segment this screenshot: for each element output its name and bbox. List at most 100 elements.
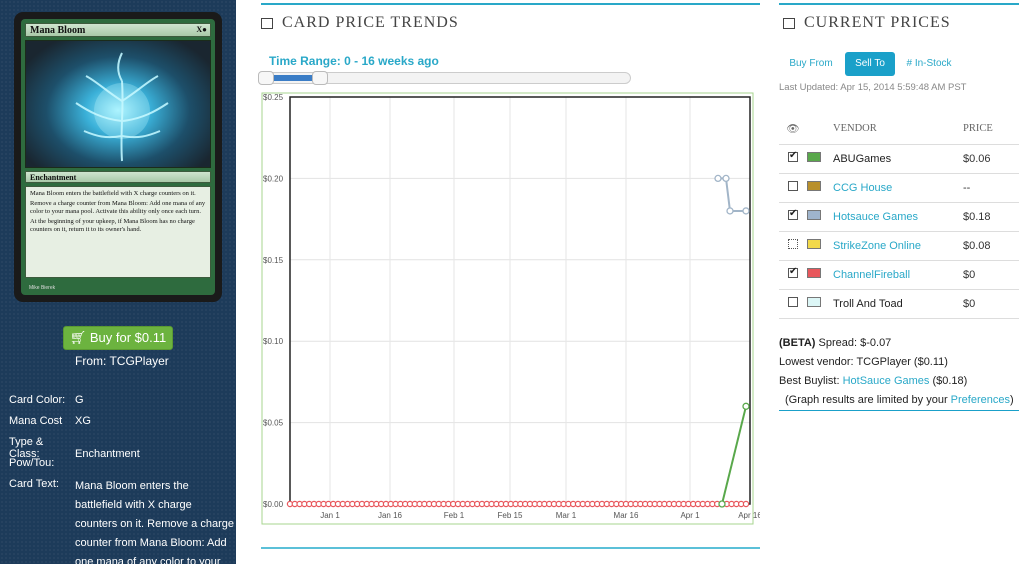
- info-label: Card Color:: [9, 394, 66, 406]
- chart-plot-area: [289, 96, 751, 505]
- vendor-row: Hotsauce Games $0.18: [779, 202, 1019, 232]
- buy-button-label: Buy for $0.11: [89, 330, 167, 345]
- preferences-link[interactable]: Preferences: [950, 394, 1010, 406]
- swatch-header: [807, 114, 833, 145]
- vendor-price: $0: [963, 297, 976, 310]
- vendor-name[interactable]: CCG House: [833, 181, 893, 194]
- preferences-note-text: (Graph results are limited by your: [785, 394, 951, 406]
- info-value: XG: [75, 415, 91, 427]
- time-range-label: Time Range: 0 - 16 weeks ago: [269, 54, 439, 68]
- vendor-price: $0.18: [963, 210, 991, 223]
- series-point: [714, 174, 722, 183]
- vendor-price: $0.08: [963, 239, 991, 252]
- vendor-table: 👁︎ Vendor Price ABUGames $0.06 CCG House --…: [779, 114, 1019, 319]
- info-card-text-label: Card Text:: [9, 478, 75, 490]
- spread-line: (BETA) Spread: $-0.07: [779, 334, 1014, 353]
- card-rules-text: Mana Bloom enters the battlefield with X…: [25, 186, 211, 278]
- vendor-checkbox[interactable]: [788, 266, 798, 278]
- info-text-line: one mana of any color to your: [75, 556, 221, 564]
- price-column-header: Price: [963, 114, 1019, 145]
- vendor-checkbox[interactable]: [788, 150, 798, 162]
- info-text-line: counter from Mana Bloom: Add: [75, 537, 227, 549]
- spread-value: Spread: $-0.07: [815, 337, 892, 349]
- calendar-icon: [261, 17, 273, 29]
- best-buylist-price: ($0.18): [929, 375, 968, 387]
- tab-in-stock[interactable]: # In-Stock: [906, 58, 952, 69]
- eye-icon: 👁︎: [779, 114, 807, 145]
- slider-handle-max[interactable]: [312, 71, 328, 85]
- buy-button[interactable]: 🛒︎ Buy for $0.11: [63, 326, 173, 350]
- best-buylist-label: Best Buylist:: [779, 375, 843, 387]
- vendor-table-header: 👁︎ Vendor Price: [779, 114, 1019, 145]
- info-label: Type & Class:: [9, 436, 44, 460]
- current-prices-title-text: Current Prices: [804, 14, 951, 31]
- card-image: Mana Bloom X●: [14, 12, 222, 302]
- best-buylist-link[interactable]: HotSauce Games: [842, 375, 930, 387]
- info-type-class: Type & Class: Enchantment: [9, 436, 140, 460]
- x-tick-label: Mar 1: [556, 511, 577, 520]
- x-tick-label: Feb 1: [444, 511, 465, 520]
- info-mana-cost: Mana Cost XG: [9, 415, 91, 427]
- card-rules-line: At the beginning of your upkeep, if Mana…: [30, 218, 195, 233]
- info-card-color: Card Color: G: [9, 394, 84, 406]
- vendor-checkbox[interactable]: [788, 181, 798, 191]
- money-icon: [783, 17, 795, 29]
- series-point: [726, 207, 734, 215]
- y-tick-label: $0.15: [263, 256, 284, 265]
- x-tick-label: Jan 16: [378, 511, 403, 520]
- x-tick-label: Mar 16: [614, 511, 639, 520]
- chart-border: [261, 92, 754, 525]
- info-label: Mana Cost: [9, 415, 63, 427]
- price-stats: (BETA) Spread: $-0.07 Lowest vendor: TCG…: [779, 334, 1014, 410]
- info-pow-tou: Pow/Tou:: [9, 457, 75, 469]
- time-range-slider[interactable]: [258, 71, 631, 85]
- y-tick-label: $0.05: [263, 419, 284, 428]
- series-point: [742, 402, 750, 410]
- best-buylist-line: Best Buylist: HotSauce Games ($0.18): [779, 372, 1014, 391]
- vendor-checkbox[interactable]: [788, 297, 798, 307]
- slider-handle-min[interactable]: [258, 71, 274, 85]
- vendor-row: StrikeZone Online $0.08: [779, 231, 1019, 261]
- card-panel: Mana Bloom X●: [0, 0, 236, 564]
- y-tick-label: $0.20: [263, 174, 284, 183]
- price-trends-title-text: Card Price Trends: [282, 14, 459, 31]
- series-point: [742, 207, 750, 215]
- vendor-name[interactable]: ChannelFireball: [833, 268, 911, 281]
- section-divider: [261, 547, 760, 549]
- preferences-note-text: ): [1009, 394, 1014, 406]
- vendor-color-swatch: [807, 239, 821, 249]
- series-line: [718, 177, 746, 212]
- y-tick-label: $0.00: [263, 500, 284, 509]
- x-tick-label: Jan 1: [320, 511, 340, 520]
- section-divider: [779, 410, 1019, 411]
- tab-sell-to[interactable]: Sell To: [845, 52, 895, 76]
- series-point: [722, 174, 730, 183]
- series-line: [721, 406, 747, 505]
- vendor-row: Troll And Toad $0: [779, 289, 1019, 319]
- current-prices-title: Current Prices: [783, 14, 951, 32]
- x-tick-label: Feb 15: [498, 511, 523, 520]
- vendor-row: CCG House --: [779, 173, 1019, 203]
- vendor-name[interactable]: StrikeZone Online: [833, 239, 922, 252]
- series-point: [718, 500, 726, 508]
- section-divider: [779, 3, 1019, 5]
- card-name-bar: Mana Bloom X●: [25, 23, 211, 37]
- card-art: [25, 40, 211, 168]
- vendor-checkbox[interactable]: [788, 239, 798, 249]
- vendor-color-swatch: [807, 210, 821, 220]
- vendor-color-swatch: [807, 181, 821, 191]
- vendor-name[interactable]: Hotsauce Games: [833, 210, 918, 223]
- vendor-checkbox[interactable]: [788, 208, 798, 220]
- vendor-name: ABUGames: [833, 152, 892, 165]
- series-point: [742, 500, 750, 508]
- current-prices-panel: Current Prices Buy From Sell To # In-Sto…: [779, 0, 1019, 564]
- tab-buy-from[interactable]: Buy From: [789, 58, 833, 69]
- info-text-line: counters on it. Remove a charge: [75, 518, 234, 530]
- vendor-price: $0.06: [963, 152, 991, 165]
- info-value: Enchantment: [75, 448, 140, 460]
- mana-symbols-icon: X●: [196, 25, 207, 34]
- vendor-row: ABUGames $0.06: [779, 144, 1019, 174]
- slider-range: [270, 75, 320, 81]
- info-text-line: battlefield with X charge: [75, 499, 192, 511]
- vendor-color-swatch: [807, 152, 821, 162]
